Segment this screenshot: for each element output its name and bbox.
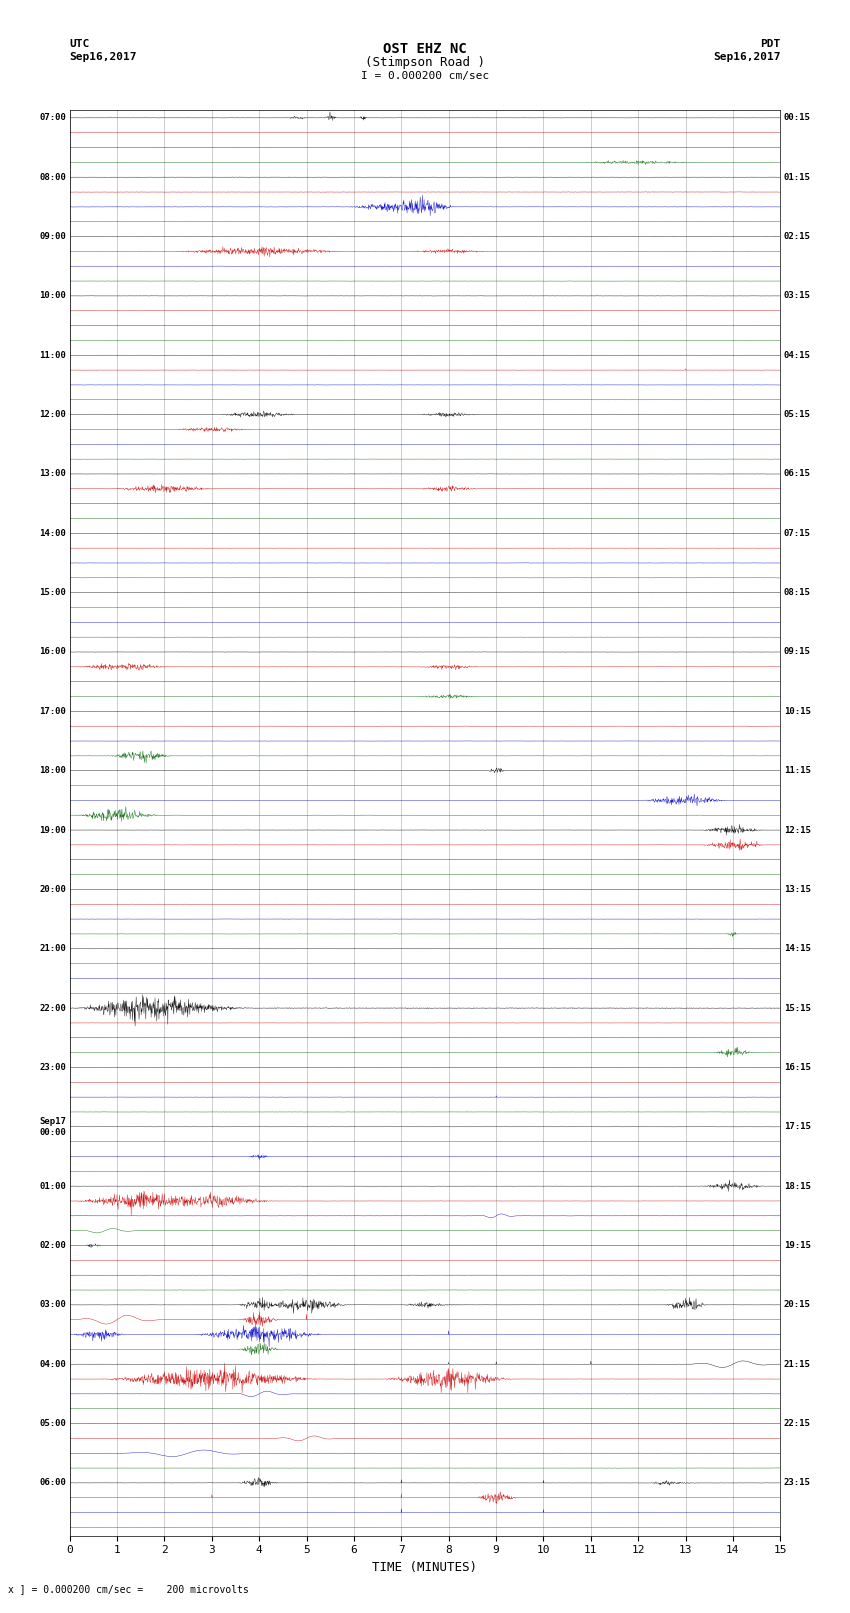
Text: 00:15: 00:15 [784,113,811,123]
Text: 19:00: 19:00 [39,826,66,834]
Text: 09:00: 09:00 [39,232,66,240]
Text: 12:00: 12:00 [39,410,66,419]
Text: Sep16,2017: Sep16,2017 [713,52,780,61]
Text: 17:00: 17:00 [39,706,66,716]
Text: 17:15: 17:15 [784,1123,811,1131]
Text: 10:15: 10:15 [784,706,811,716]
Text: 16:15: 16:15 [784,1063,811,1073]
Text: 08:00: 08:00 [39,173,66,182]
Text: 22:00: 22:00 [39,1003,66,1013]
Text: 20:00: 20:00 [39,886,66,894]
Text: UTC: UTC [70,39,90,48]
Text: 04:15: 04:15 [784,350,811,360]
Text: 13:00: 13:00 [39,469,66,479]
Text: 11:00: 11:00 [39,350,66,360]
Text: 22:15: 22:15 [784,1419,811,1428]
Text: 07:15: 07:15 [784,529,811,537]
Text: 01:15: 01:15 [784,173,811,182]
Text: 20:15: 20:15 [784,1300,811,1310]
Text: 03:15: 03:15 [784,292,811,300]
Text: x ] = 0.000200 cm/sec =    200 microvolts: x ] = 0.000200 cm/sec = 200 microvolts [8,1584,249,1594]
Text: 15:15: 15:15 [784,1003,811,1013]
Text: 07:00: 07:00 [39,113,66,123]
Text: 13:15: 13:15 [784,886,811,894]
Text: I = 0.000200 cm/sec: I = 0.000200 cm/sec [361,71,489,81]
Text: 12:15: 12:15 [784,826,811,834]
Text: 06:00: 06:00 [39,1479,66,1487]
Text: Sep17
00:00: Sep17 00:00 [39,1118,66,1137]
Text: PDT: PDT [760,39,780,48]
Text: 23:15: 23:15 [784,1479,811,1487]
Text: 08:15: 08:15 [784,589,811,597]
Text: 02:15: 02:15 [784,232,811,240]
Text: 11:15: 11:15 [784,766,811,776]
Text: 19:15: 19:15 [784,1240,811,1250]
Text: OST EHZ NC: OST EHZ NC [383,42,467,56]
Text: 09:15: 09:15 [784,647,811,656]
Text: 04:00: 04:00 [39,1360,66,1369]
Text: 21:15: 21:15 [784,1360,811,1369]
Text: 16:00: 16:00 [39,647,66,656]
Text: 18:00: 18:00 [39,766,66,776]
Text: 21:00: 21:00 [39,944,66,953]
Text: 02:00: 02:00 [39,1240,66,1250]
Text: 23:00: 23:00 [39,1063,66,1073]
Text: 01:00: 01:00 [39,1182,66,1190]
Text: 05:00: 05:00 [39,1419,66,1428]
X-axis label: TIME (MINUTES): TIME (MINUTES) [372,1561,478,1574]
Text: Sep16,2017: Sep16,2017 [70,52,137,61]
Text: 14:00: 14:00 [39,529,66,537]
Text: 06:15: 06:15 [784,469,811,479]
Text: (Stimpson Road ): (Stimpson Road ) [365,56,485,69]
Text: 03:00: 03:00 [39,1300,66,1310]
Text: 15:00: 15:00 [39,589,66,597]
Text: 05:15: 05:15 [784,410,811,419]
Text: 14:15: 14:15 [784,944,811,953]
Text: 10:00: 10:00 [39,292,66,300]
Text: 18:15: 18:15 [784,1182,811,1190]
